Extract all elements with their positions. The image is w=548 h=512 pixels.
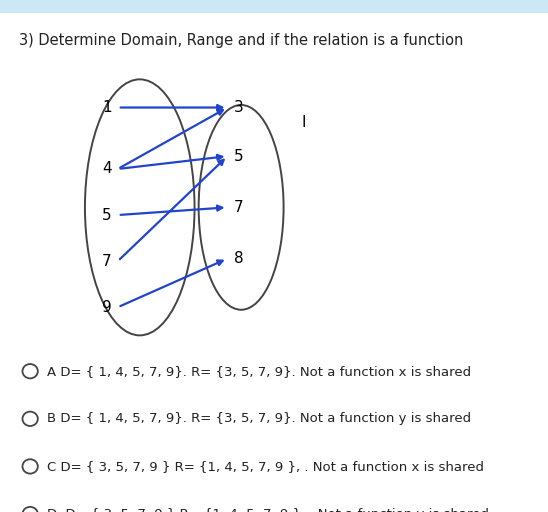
Text: A D= { 1, 4, 5, 7, 9}. R= {3, 5, 7, 9}. Not a function x is shared: A D= { 1, 4, 5, 7, 9}. R= {3, 5, 7, 9}. … (47, 365, 471, 378)
Text: 5: 5 (102, 207, 112, 223)
Text: 7: 7 (233, 200, 243, 215)
Text: B D= { 1, 4, 5, 7, 9}. R= {3, 5, 7, 9}. Not a function y is shared: B D= { 1, 4, 5, 7, 9}. R= {3, 5, 7, 9}. … (47, 412, 471, 425)
Text: 5: 5 (233, 148, 243, 164)
Text: 9: 9 (102, 300, 112, 315)
Text: I: I (302, 115, 306, 131)
Text: D. D= { 3, 5, 7, 9 } R= {1, 4, 5, 7, 9 }, . Not a function y is shared: D. D= { 3, 5, 7, 9 } R= {1, 4, 5, 7, 9 }… (47, 507, 489, 512)
Text: 3: 3 (233, 100, 243, 115)
Text: 7: 7 (102, 253, 112, 269)
Text: 1: 1 (102, 100, 112, 115)
Text: 3) Determine Domain, Range and if the relation is a function: 3) Determine Domain, Range and if the re… (19, 33, 464, 48)
Text: 4: 4 (102, 161, 112, 177)
Text: 8: 8 (233, 251, 243, 266)
Text: C D= { 3, 5, 7, 9 } R= {1, 4, 5, 7, 9 }, . Not a function x is shared: C D= { 3, 5, 7, 9 } R= {1, 4, 5, 7, 9 },… (47, 460, 483, 473)
FancyBboxPatch shape (0, 0, 548, 13)
